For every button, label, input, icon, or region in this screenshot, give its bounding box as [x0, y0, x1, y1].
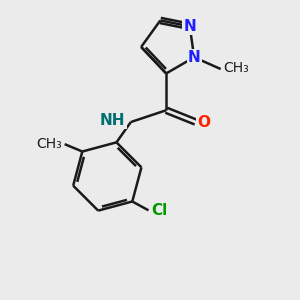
Text: N: N — [188, 50, 200, 65]
Text: CH₃: CH₃ — [224, 61, 249, 75]
Text: Cl: Cl — [152, 203, 168, 218]
Text: O: O — [197, 115, 210, 130]
Text: N: N — [183, 19, 196, 34]
Text: NH: NH — [100, 113, 126, 128]
Text: CH₃: CH₃ — [36, 137, 62, 151]
